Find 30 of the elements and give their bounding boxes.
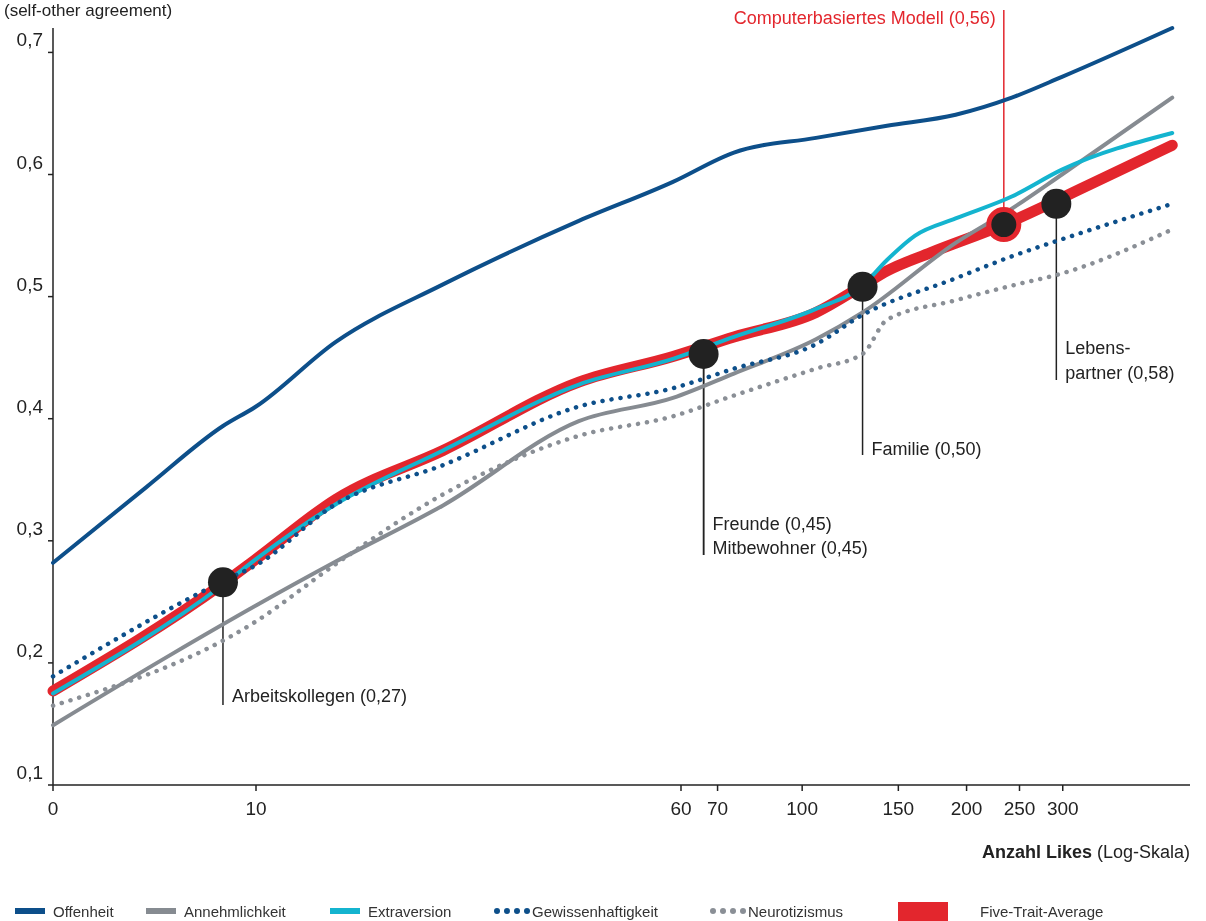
annotation: Freunde (0,45) — [712, 514, 832, 534]
y-tick-label: 0,5 — [16, 273, 43, 295]
x-tick-label: 100 — [786, 798, 819, 819]
legend-label: Offenheit — [53, 903, 115, 920]
x-tick-label: 70 — [706, 798, 729, 819]
x-tick-label: 200 — [950, 798, 983, 819]
annotation: Mitbewohner (0,45) — [712, 538, 868, 558]
legend-label: Gewissenhaftigkeit — [532, 903, 659, 920]
legend-label: Extraversion — [368, 903, 452, 920]
y-axis-title: (self-other agreement) — [4, 1, 173, 20]
legend-label: Neurotizismus — [748, 903, 844, 920]
x-tick-label: 150 — [882, 798, 915, 819]
annotation: Computerbasiertes Modell (0,56) — [733, 8, 996, 28]
legend-label: Annehmlichkeit — [184, 903, 287, 920]
x-axis-title: Anzahl Likes (Log-Skala) — [981, 842, 1190, 862]
annotation: Familie (0,50) — [871, 439, 982, 459]
y-tick-label: 0,3 — [16, 517, 43, 539]
y-tick-label: 0,4 — [16, 395, 44, 417]
annotation: Arbeitskollegen (0,27) — [231, 686, 408, 706]
annotation: Lebens- partner (0,58) — [1065, 338, 1175, 383]
y-tick-label: 0,7 — [16, 29, 43, 51]
y-tick-label: 0,2 — [16, 639, 43, 661]
y-tick-label: 0,1 — [16, 762, 43, 783]
y-tick-label: 0,6 — [16, 151, 43, 173]
legend-label: Five-Trait-Average — [980, 903, 1104, 920]
x-tick-label: 300 — [1046, 798, 1079, 819]
x-tick-label: 0 — [47, 798, 59, 819]
x-tick-label: 60 — [670, 798, 692, 819]
x-tick-label: 10 — [245, 798, 267, 819]
x-tick-label: 250 — [1003, 798, 1036, 819]
